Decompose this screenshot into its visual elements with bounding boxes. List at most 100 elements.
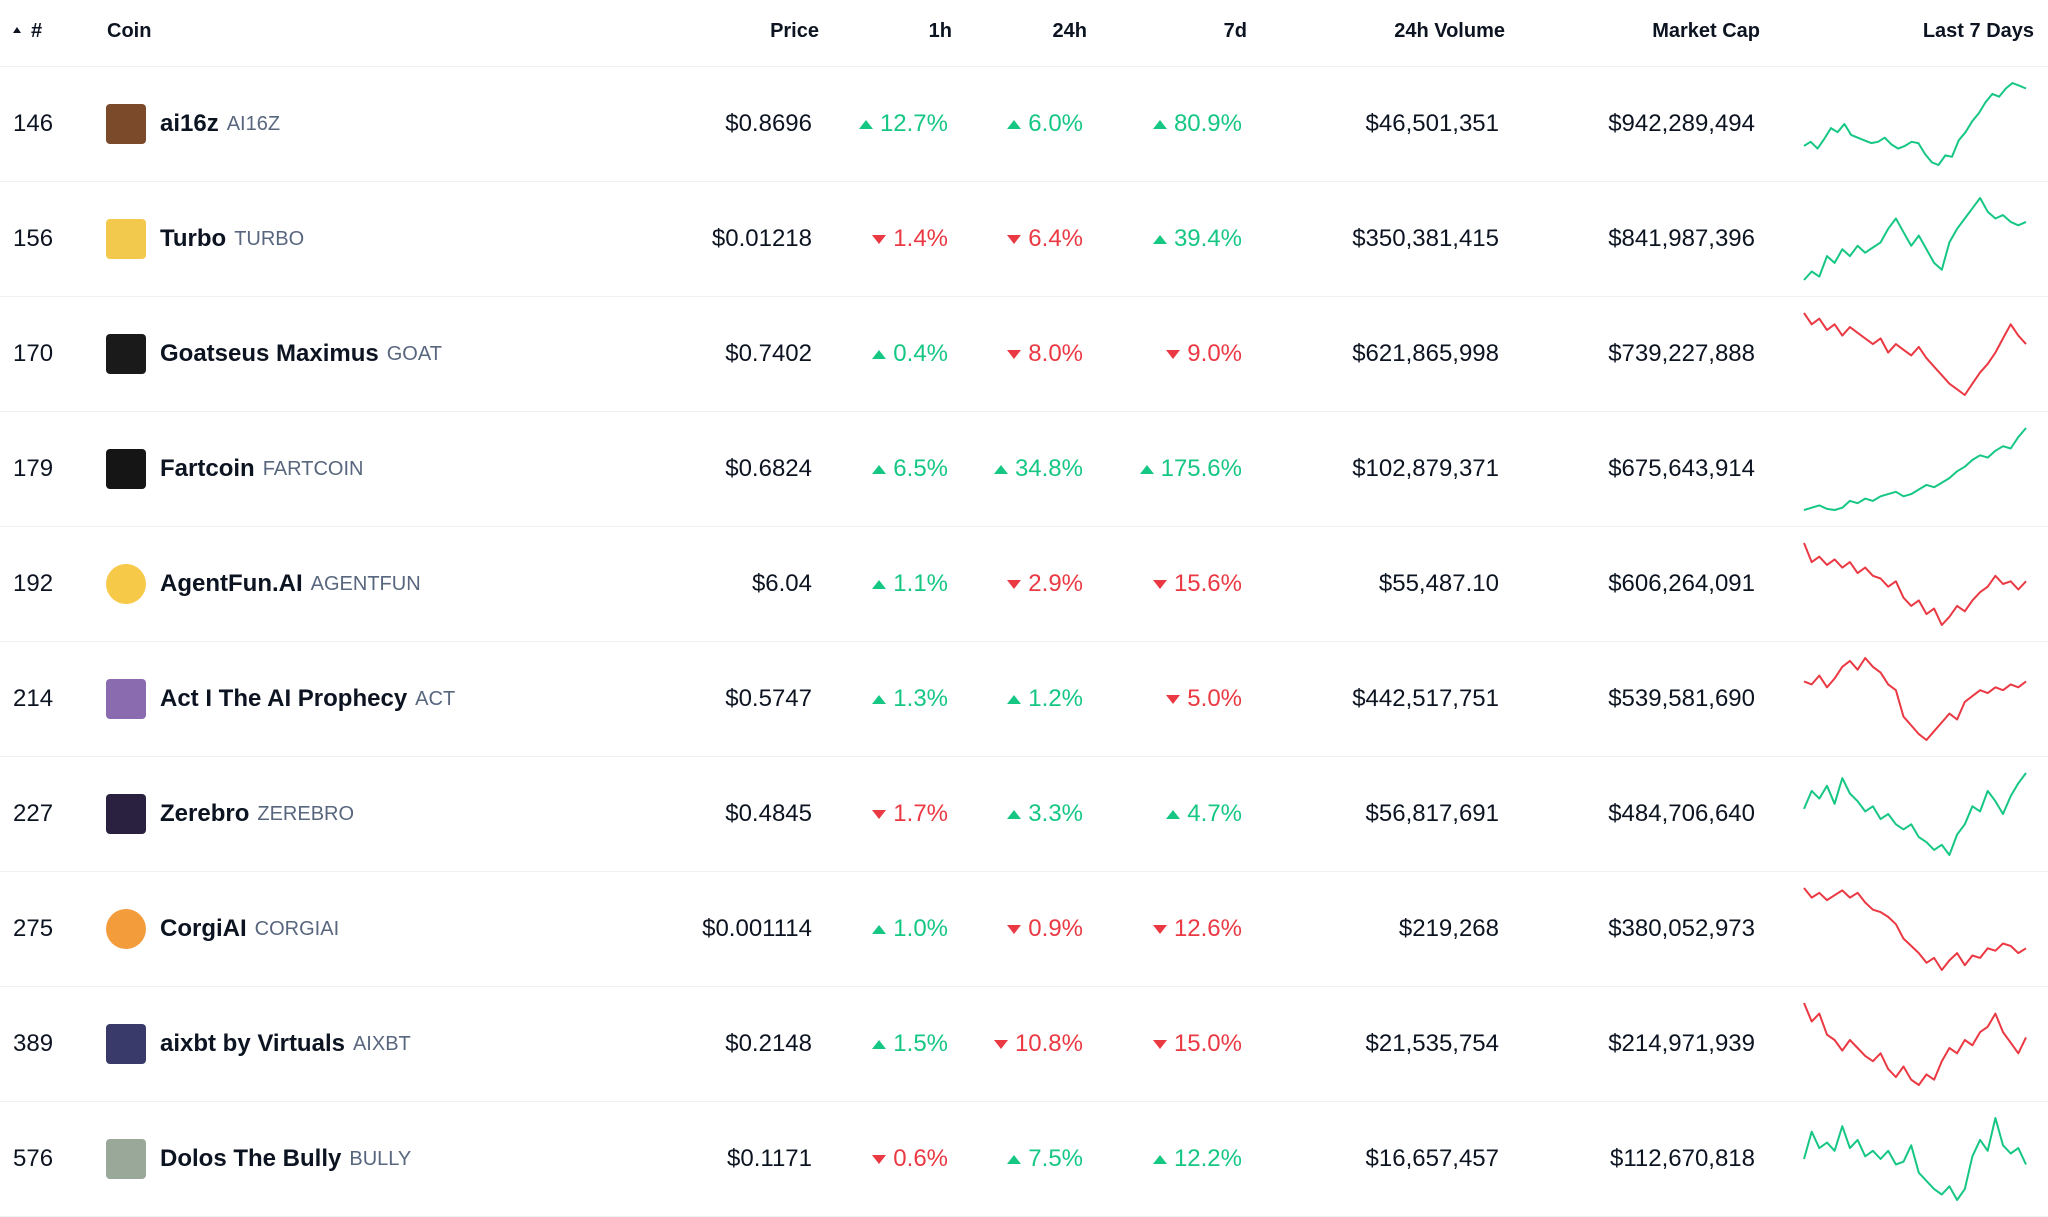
change-1h-value: 1.7%	[893, 800, 948, 827]
zerebro-logo-icon	[106, 794, 146, 834]
coin-name[interactable]: Goatseus Maximus	[160, 340, 379, 367]
change-24h-cell: 3.3%	[948, 757, 1083, 871]
change-24h-value: 10.8%	[1014, 1030, 1083, 1057]
1h-column-header[interactable]: 1h	[928, 20, 952, 42]
change-7d-value: 5.0%	[1187, 685, 1242, 712]
change-7d-cell: 80.9%	[1083, 67, 1242, 181]
market-cap-cell: $380,052,973	[1608, 915, 1755, 942]
market-cap-cell: $841,987,396	[1608, 225, 1755, 252]
change-24h-cell: 10.8%	[948, 987, 1083, 1101]
change-7d-cell: 15.6%	[1083, 527, 1242, 641]
change-24h-cell: 8.0%	[948, 297, 1083, 411]
change-24h-value: 8.0%	[1028, 340, 1083, 367]
caret-down-icon	[1152, 579, 1167, 589]
coin-cell[interactable]: Zerebro ZEREBRO	[106, 757, 666, 871]
rank-cell: 576	[13, 1145, 54, 1172]
coin-name[interactable]: CorgiAI	[160, 915, 247, 942]
market-cap-column-header[interactable]: Market Cap	[1652, 20, 1760, 42]
change-1h-cell: 1.0%	[812, 872, 948, 986]
coin-column-header[interactable]: Coin	[107, 20, 152, 42]
coin-cell[interactable]: CorgiAI CORGIAI	[106, 872, 666, 986]
volume-cell: $46,501,351	[1365, 110, 1499, 137]
coin-cell[interactable]: Fartcoin FARTCOIN	[106, 412, 666, 526]
coin-cell[interactable]: Turbo TURBO	[106, 182, 666, 296]
coin-name[interactable]: ai16z	[160, 110, 219, 137]
market-cap-cell: $112,670,818	[1609, 1145, 1755, 1172]
caret-down-icon	[1152, 924, 1167, 934]
coin-name[interactable]: aixbt by Virtuals	[160, 1030, 345, 1057]
caret-up-icon	[1007, 119, 1022, 129]
price-cell: $0.001114	[702, 915, 812, 942]
change-7d-value: 15.6%	[1173, 570, 1242, 597]
coin-cell[interactable]: Goatseus Maximus GOAT	[106, 297, 666, 411]
sparkline-chart	[1803, 1117, 2027, 1201]
table-row[interactable]: 192 AgentFun.AI AGENTFUN $6.04 1.1% 2.9%…	[0, 527, 2048, 642]
change-7d-cell: 39.4%	[1083, 182, 1242, 296]
change-24h-cell: 6.4%	[948, 182, 1083, 296]
caret-down-icon	[993, 1039, 1008, 1049]
coin-cell[interactable]: aixbt by Virtuals AIXBT	[106, 987, 666, 1101]
table-row[interactable]: 275 CorgiAI CORGIAI $0.001114 1.0% 0.9% …	[0, 872, 2048, 987]
coin-name[interactable]: Zerebro	[160, 800, 250, 827]
sparkline-cell	[1800, 182, 2030, 296]
last-7-days-column-header: Last 7 Days	[1922, 20, 2034, 42]
table-row[interactable]: 389 aixbt by Virtuals AIXBT $0.2148 1.5%…	[0, 987, 2048, 1102]
change-24h-value: 1.2%	[1028, 685, 1083, 712]
sparkline-cell	[1800, 527, 2030, 641]
change-7d-value: 12.2%	[1173, 1145, 1242, 1172]
table-row[interactable]: 170 Goatseus Maximus GOAT $0.7402 0.4% 8…	[0, 297, 2048, 412]
rank-cell: 156	[13, 225, 54, 252]
market-cap-cell: $539,581,690	[1608, 685, 1755, 712]
coin-name[interactable]: Turbo	[160, 225, 227, 252]
coin-name[interactable]: Dolos The Bully	[160, 1145, 342, 1172]
aixbt-logo-icon	[106, 1024, 146, 1064]
rank-cell: 227	[13, 800, 54, 827]
7d-column-header[interactable]: 7d	[1223, 20, 1247, 42]
change-7d-cell: 4.7%	[1083, 757, 1242, 871]
coin-cell[interactable]: ai16z AI16Z	[106, 67, 666, 181]
caret-up-icon	[872, 579, 887, 589]
change-1h-value: 6.5%	[893, 455, 948, 482]
caret-up-icon	[872, 694, 887, 704]
coin-cell[interactable]: Act I The AI Prophecy ACT	[106, 642, 666, 756]
table-row[interactable]: 214 Act I The AI Prophecy ACT $0.5747 1.…	[0, 642, 2048, 757]
volume-column-header[interactable]: 24h Volume	[1394, 20, 1505, 42]
change-7d-cell: 9.0%	[1083, 297, 1242, 411]
sparkline-chart	[1803, 197, 2027, 281]
coin-symbol: ZEREBRO	[257, 802, 355, 825]
rank-cell: 179	[13, 455, 54, 482]
coin-name[interactable]: AgentFun.AI	[160, 570, 303, 597]
table-row[interactable]: 156 Turbo TURBO $0.01218 1.4% 6.4% 39.4%…	[0, 182, 2048, 297]
change-7d-cell: 12.2%	[1083, 1102, 1242, 1216]
change-24h-value: 6.0%	[1028, 110, 1083, 137]
sparkline-cell	[1800, 757, 2030, 871]
volume-cell: $621,865,998	[1352, 340, 1499, 367]
change-1h-cell: 1.7%	[812, 757, 948, 871]
coin-cell[interactable]: Dolos The Bully BULLY	[106, 1102, 666, 1216]
coin-name[interactable]: Act I The AI Prophecy	[160, 685, 408, 712]
volume-cell: $219,268	[1398, 915, 1499, 942]
table-row[interactable]: 179 Fartcoin FARTCOIN $0.6824 6.5% 34.8%…	[0, 412, 2048, 527]
change-1h-cell: 1.3%	[812, 642, 948, 756]
change-1h-value: 0.4%	[893, 340, 948, 367]
change-7d-value: 12.6%	[1173, 915, 1242, 942]
sparkline-line	[1803, 887, 2027, 971]
table-row[interactable]: 227 Zerebro ZEREBRO $0.4845 1.7% 3.3% 4.…	[0, 757, 2048, 872]
coin-symbol: FARTCOIN	[262, 457, 364, 480]
caret-up-icon	[1007, 809, 1022, 819]
coin-cell[interactable]: AgentFun.AI AGENTFUN	[106, 527, 666, 641]
sort-ascending-icon[interactable]	[13, 26, 21, 33]
coin-name[interactable]: Fartcoin	[160, 455, 255, 482]
caret-down-icon	[1166, 349, 1181, 359]
24h-column-header[interactable]: 24h	[1052, 20, 1087, 42]
change-7d-cell: 12.6%	[1083, 872, 1242, 986]
table-row[interactable]: 576 Dolos The Bully BULLY $0.1171 0.6% 7…	[0, 1102, 2048, 1217]
change-1h-cell: 1.5%	[812, 987, 948, 1101]
sparkline-line	[1803, 772, 2027, 856]
price-column-header[interactable]: Price	[770, 20, 819, 42]
change-7d-value: 4.7%	[1187, 800, 1242, 827]
change-1h-cell: 1.4%	[812, 182, 948, 296]
rank-column-header[interactable]: #	[13, 20, 42, 43]
table-row[interactable]: 146 ai16z AI16Z $0.8696 12.7% 6.0% 80.9%…	[0, 67, 2048, 182]
